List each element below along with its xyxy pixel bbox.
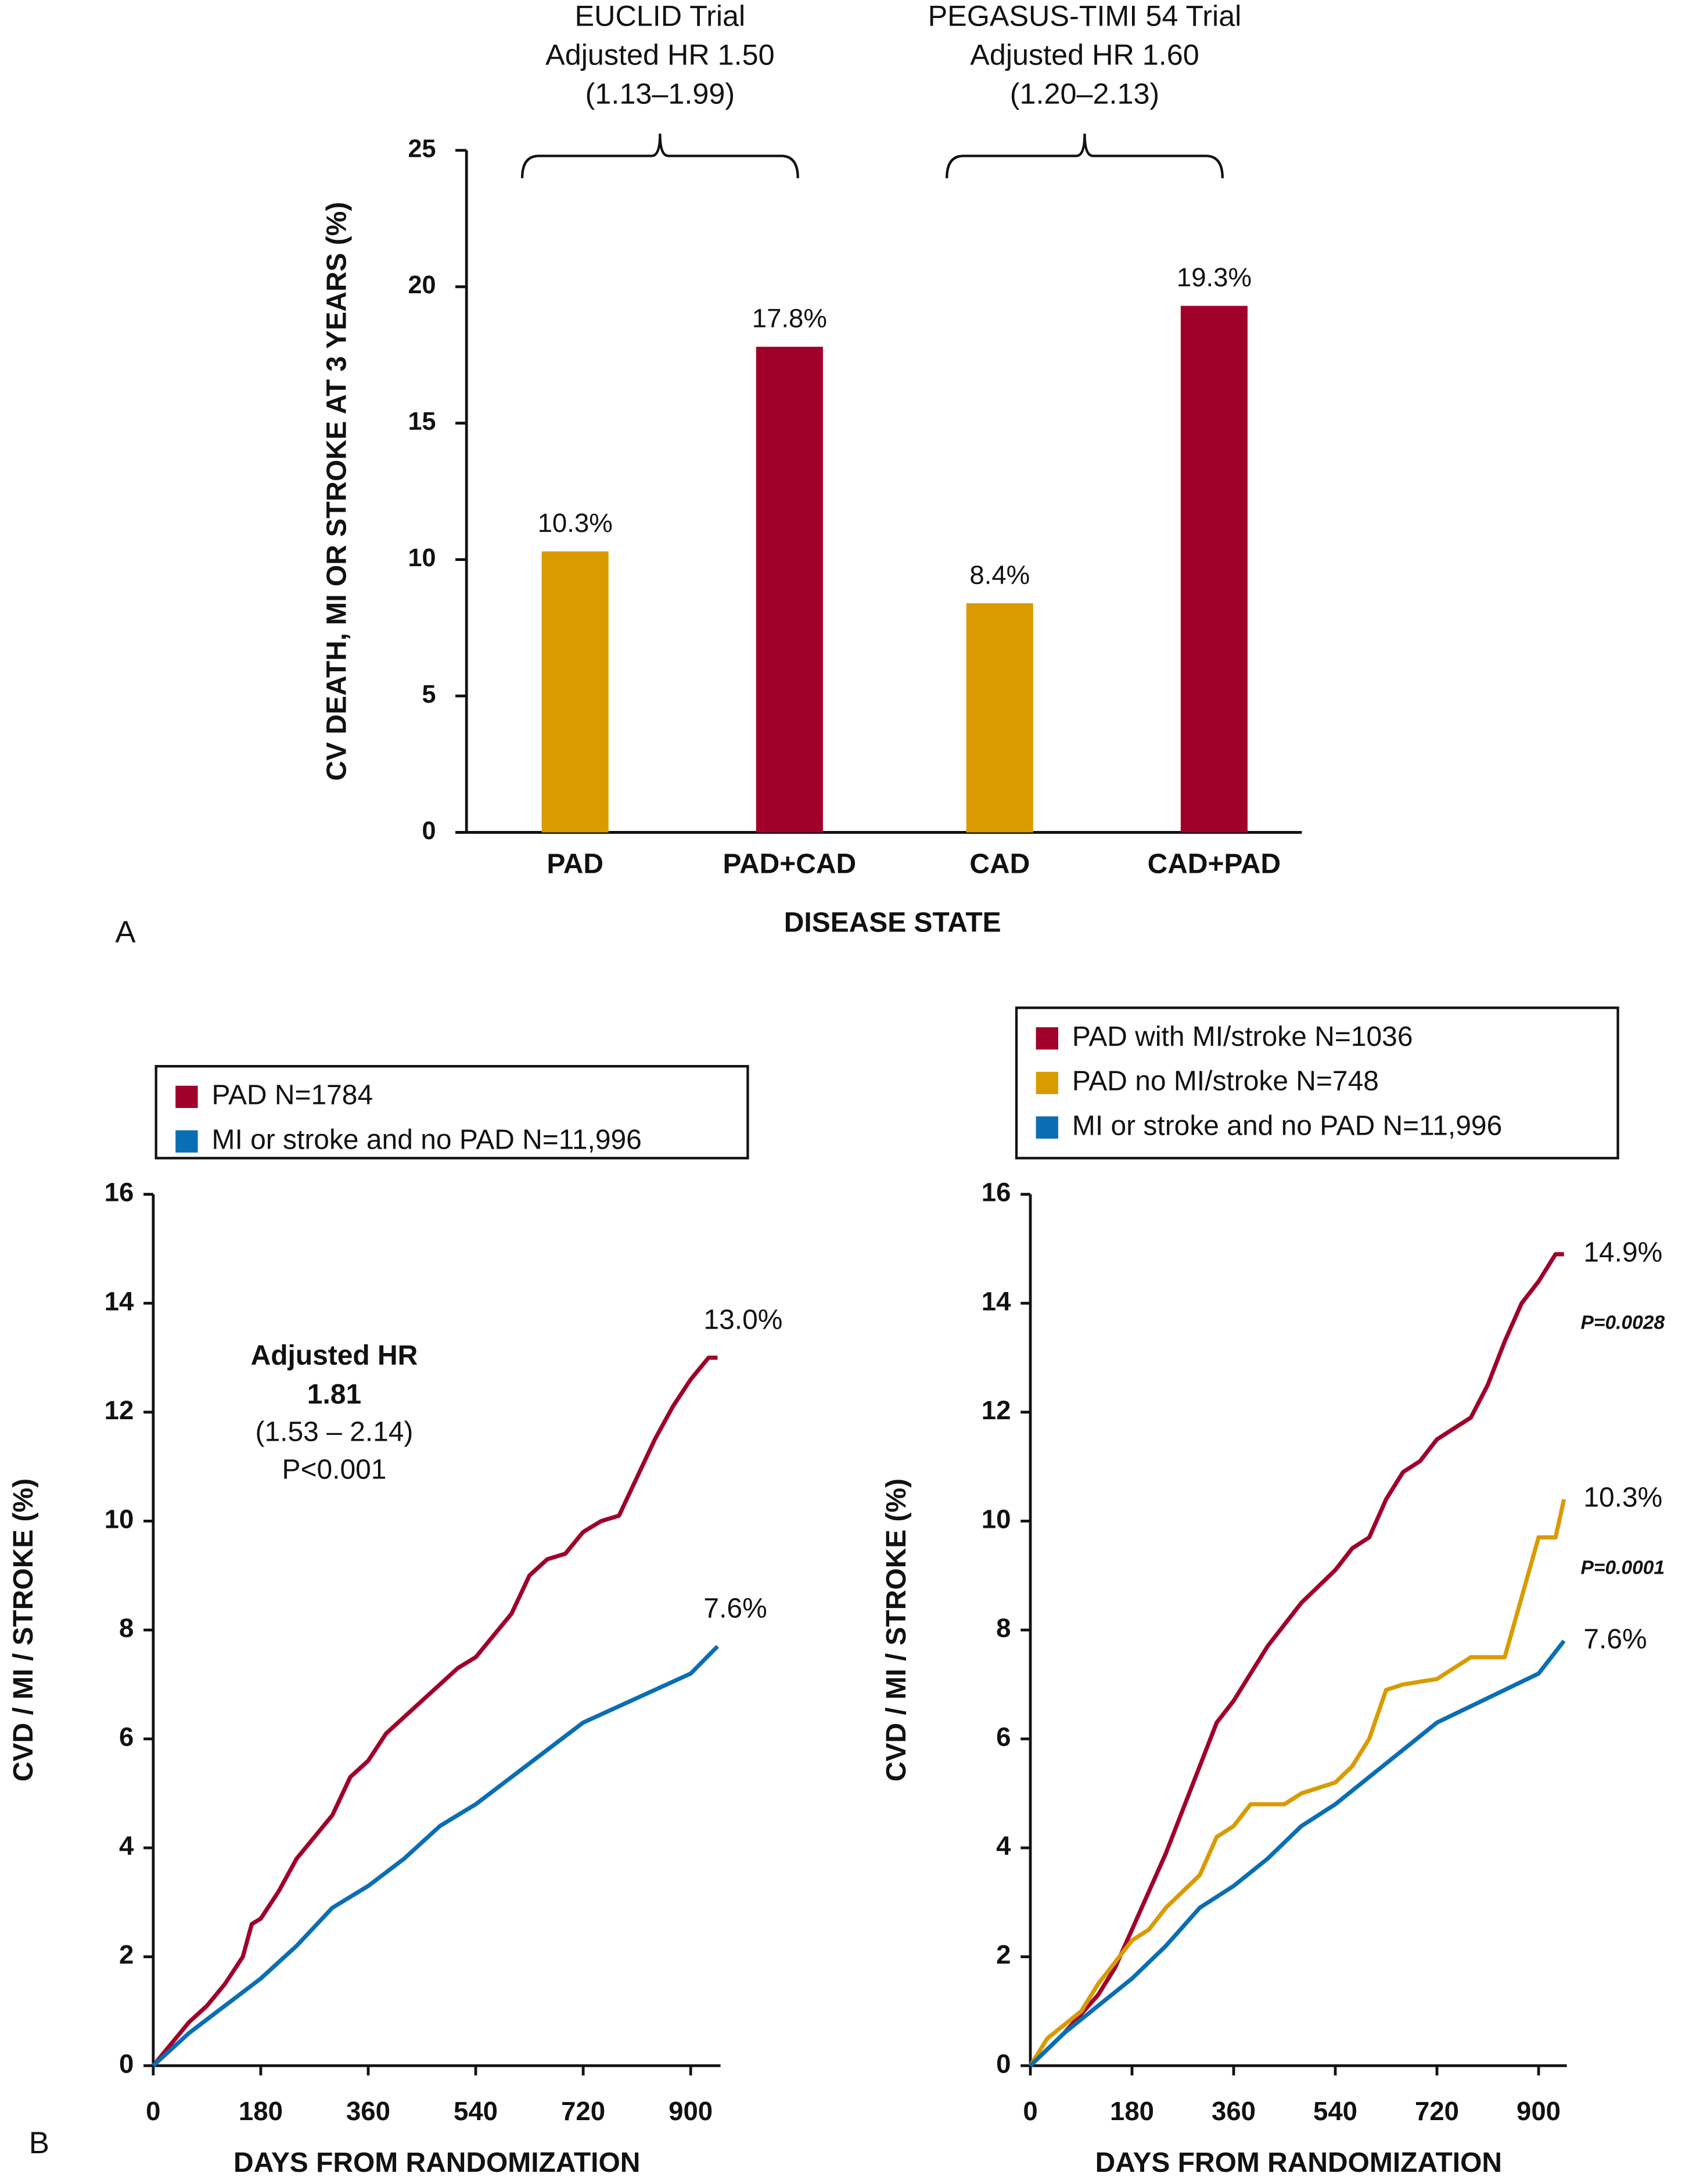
y-tick-label: 8 — [996, 1613, 1011, 1643]
y-tick-label: 5 — [422, 681, 436, 708]
annotation: 1.81 — [307, 1379, 361, 1410]
legend-label: PAD N=1784 — [212, 1080, 373, 1111]
y-tick-label: 0 — [119, 2049, 134, 2078]
bar — [1180, 305, 1248, 833]
end-label: 7.6% — [703, 1593, 767, 1624]
y-tick-label: 6 — [996, 1722, 1011, 1752]
legend-swatch — [175, 1130, 198, 1153]
panel-label: A — [115, 915, 136, 949]
y-axis-label: CVD / MI / STROKE (%) — [8, 1478, 39, 1782]
series-line — [152, 1355, 718, 2067]
x-tick-label: 360 — [1212, 2096, 1256, 2126]
y-tick-label: 10 — [982, 1504, 1011, 1534]
series-line — [1029, 1639, 1566, 2067]
bar — [756, 347, 823, 833]
legend-label: PAD no MI/stroke N=748 — [1072, 1066, 1379, 1097]
series-line — [1028, 1499, 1566, 2067]
x-tick-label: 540 — [1313, 2096, 1357, 2126]
legend-swatch — [1036, 1027, 1058, 1050]
x-tick-label: 900 — [669, 2096, 713, 2126]
annotation: PEGASUS-TIMI 54 Trial — [928, 0, 1242, 32]
bar — [541, 551, 609, 833]
legend-box — [1015, 1006, 1619, 1160]
x-tick-label: 0 — [1023, 2096, 1037, 2126]
legend-label: MI or stroke and no PAD N=11,996 — [212, 1124, 642, 1155]
annotation: P<0.001 — [282, 1454, 387, 1485]
value-label: 8.4% — [969, 560, 1030, 589]
x-tick-label: 180 — [1110, 2096, 1154, 2126]
x-axis-label: DISEASE STATE — [784, 907, 1001, 938]
x-tick-label: 540 — [454, 2096, 498, 2126]
y-tick-label: 25 — [408, 135, 436, 163]
y-tick-label: 20 — [408, 271, 436, 299]
y-axis-label: CV DEATH, MI OR STROKE AT 3 YEARS (%) — [321, 202, 352, 781]
y-tick-label: 4 — [996, 1831, 1011, 1861]
end-label: 7.6% — [1583, 1624, 1647, 1654]
end-label: 14.9% — [1583, 1237, 1662, 1268]
end-label: 13.0% — [703, 1304, 782, 1335]
annotation: (1.53 – 2.14) — [256, 1417, 414, 1448]
x-axis-label: DAYS FROM RANDOMIZATION — [1095, 2147, 1502, 2178]
x-tick-label: 180 — [239, 2096, 283, 2126]
legend-box — [154, 1064, 749, 1160]
y-tick-label: 2 — [996, 1940, 1011, 1970]
legend-label: PAD with MI/stroke N=1036 — [1072, 1021, 1413, 1052]
end-label: 10.3% — [1583, 1483, 1662, 1513]
y-tick-label: 6 — [119, 1722, 134, 1752]
x-tick-label: 900 — [1516, 2096, 1561, 2126]
series-line — [1029, 1252, 1564, 2067]
legend-swatch — [1036, 1116, 1058, 1139]
y-tick-label: 12 — [982, 1395, 1011, 1425]
y-tick-label: 0 — [996, 2049, 1011, 2078]
x-tick-label: CAD+PAD — [1148, 849, 1281, 880]
annotation: Adjusted HR 1.50 — [545, 38, 774, 71]
bracket — [520, 134, 799, 178]
legend-swatch — [1036, 1071, 1058, 1095]
x-tick-label: CAD — [969, 849, 1030, 880]
y-tick-label: 4 — [119, 1831, 134, 1861]
y-tick-label: 12 — [105, 1395, 134, 1425]
annotation: Adjusted HR — [251, 1340, 418, 1371]
annotation: (1.20–2.13) — [1010, 77, 1159, 110]
bar — [966, 603, 1033, 833]
y-axis-label: CVD / MI / STROKE (%) — [881, 1478, 912, 1782]
panel-label: B — [29, 2126, 49, 2160]
legend-swatch — [175, 1085, 198, 1109]
value-label: 17.8% — [752, 304, 827, 333]
annotation: EUCLID Trial — [575, 0, 746, 32]
y-tick-label: 8 — [119, 1613, 134, 1643]
y-tick-label: 10 — [408, 544, 436, 572]
x-tick-label: PAD — [547, 849, 603, 880]
value-label: 10.3% — [538, 508, 613, 538]
p-value: P=0.0001 — [1581, 1557, 1665, 1579]
y-tick-label: 10 — [105, 1504, 134, 1534]
y-tick-label: 2 — [119, 1940, 134, 1970]
annotation: Adjusted HR 1.60 — [970, 38, 1199, 71]
y-tick-label: 15 — [408, 408, 436, 436]
x-axis-label: DAYS FROM RANDOMIZATION — [233, 2147, 640, 2178]
x-tick-label: 360 — [346, 2096, 390, 2126]
x-tick-label: 0 — [146, 2096, 160, 2126]
value-label: 19.3% — [1177, 262, 1252, 292]
legend-label: MI or stroke and no PAD N=11,996 — [1072, 1110, 1502, 1141]
x-tick-label: 720 — [1415, 2096, 1459, 2126]
y-tick-label: 14 — [982, 1286, 1011, 1316]
annotation: (1.13–1.99) — [585, 77, 735, 110]
x-tick-label: PAD+CAD — [723, 849, 857, 880]
series-line — [152, 1645, 719, 2067]
y-tick-label: 16 — [105, 1178, 134, 1207]
x-tick-label: 720 — [561, 2096, 605, 2126]
y-tick-label: 14 — [105, 1286, 134, 1316]
bracket — [946, 134, 1224, 178]
y-tick-label: 0 — [422, 817, 436, 845]
y-tick-label: 16 — [982, 1178, 1011, 1207]
p-value: P=0.0028 — [1581, 1312, 1665, 1334]
